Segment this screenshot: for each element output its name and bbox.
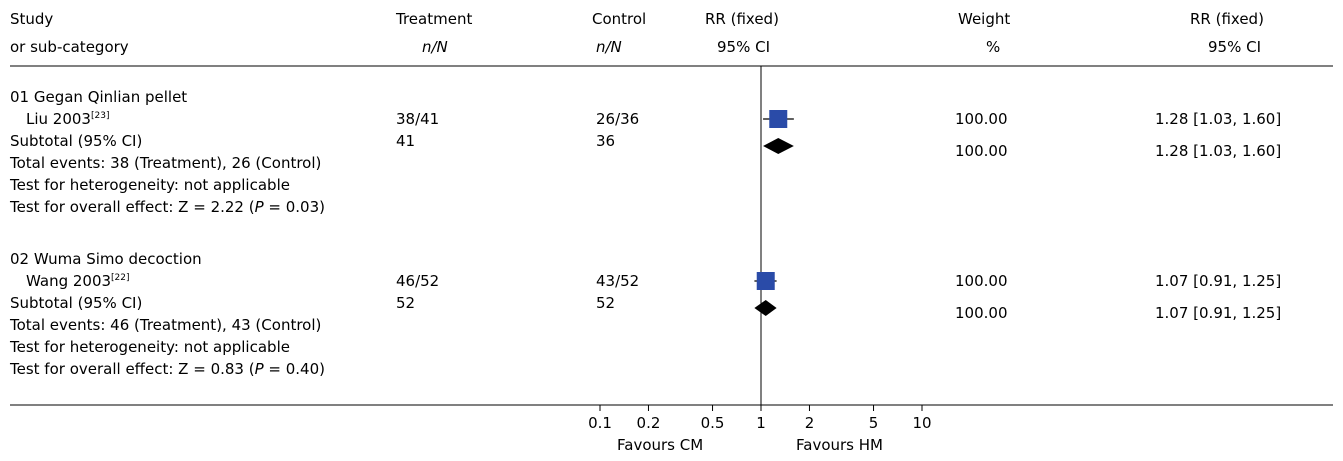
header-rr-col-ci: 95% CI — [1208, 38, 1262, 56]
study-reference: [23] — [90, 111, 110, 121]
study-name: Wang 2003[22] — [26, 272, 130, 290]
study-control: 43/52 — [596, 272, 640, 290]
axis-tick-label: 2 — [805, 414, 815, 432]
study-rr: 1.28 [1.03, 1.60] — [1155, 110, 1282, 128]
favours-left-label: Favours CM — [617, 436, 704, 454]
study-rr: 1.07 [0.91, 1.25] — [1155, 272, 1282, 290]
header-rr-plot: RR (fixed) — [705, 10, 779, 28]
heterogeneity-test: Test for heterogeneity: not applicable — [10, 338, 290, 356]
axis-tick-label: 0.5 — [701, 414, 725, 432]
study-weight: 100.00 — [955, 272, 1008, 290]
total-events: Total events: 38 (Treatment), 26 (Contro… — [10, 154, 322, 172]
subtotal-treatment: 52 — [396, 294, 416, 312]
study-treatment: 46/52 — [396, 272, 440, 290]
header-rr-col: RR (fixed) — [1190, 10, 1264, 28]
subtotal-rr: 1.28 [1.03, 1.60] — [1155, 142, 1282, 160]
overall-effect-test: Test for overall effect: Z = 0.83 (P = 0… — [10, 360, 325, 378]
header-treatment-unit: n/N — [422, 38, 448, 56]
axis-tick-label: 1 — [756, 414, 766, 432]
group-title: 02 Wuma Simo decoction — [10, 250, 202, 268]
header-weight-unit: % — [986, 38, 1001, 56]
study-treatment: 38/41 — [396, 110, 440, 128]
overall-effect-test: Test for overall effect: Z = 2.22 (P = 0… — [10, 198, 325, 216]
subtotal-label: Subtotal (95% CI) — [10, 132, 143, 150]
study-point-box — [769, 110, 788, 128]
header-subcategory: or sub-category — [10, 38, 129, 56]
subtotal-rr: 1.07 [0.91, 1.25] — [1155, 304, 1282, 322]
axis-tick-label: 10 — [912, 414, 931, 432]
subtotal-treatment: 41 — [396, 132, 416, 150]
subtotal-control: 52 — [596, 294, 616, 312]
subtotal-control: 36 — [596, 132, 616, 150]
subtotal-diamond — [763, 138, 794, 154]
header-rr-plot-ci: 95% CI — [717, 38, 771, 56]
subtotal-label: Subtotal (95% CI) — [10, 294, 143, 312]
study-name: Liu 2003[23] — [26, 110, 110, 128]
header-control: Control — [592, 10, 647, 28]
subtotal-diamond — [754, 300, 777, 316]
total-events: Total events: 46 (Treatment), 43 (Contro… — [10, 316, 322, 334]
subtotal-weight: 100.00 — [955, 142, 1008, 160]
favours-right-label: Favours HM — [796, 436, 883, 454]
group-title: 01 Gegan Qinlian pellet — [10, 88, 188, 106]
heterogeneity-test: Test for heterogeneity: not applicable — [10, 176, 290, 194]
study-control: 26/36 — [596, 110, 640, 128]
axis-tick-label: 0.2 — [637, 414, 661, 432]
study-point-box — [756, 272, 775, 290]
axis-tick-label: 0.1 — [588, 414, 612, 432]
plot-marks: 0.1 0.2 0.5 1 2 5 10 — [588, 66, 932, 432]
header-study: Study — [10, 10, 54, 28]
axis-tick-label: 5 — [869, 414, 879, 432]
subtotal-weight: 100.00 — [955, 304, 1008, 322]
header-treatment: Treatment — [396, 10, 473, 28]
header-control-unit: n/N — [596, 38, 622, 56]
study-reference: [22] — [111, 273, 130, 283]
study-weight: 100.00 — [955, 110, 1008, 128]
header-weight: Weight — [958, 10, 1011, 28]
